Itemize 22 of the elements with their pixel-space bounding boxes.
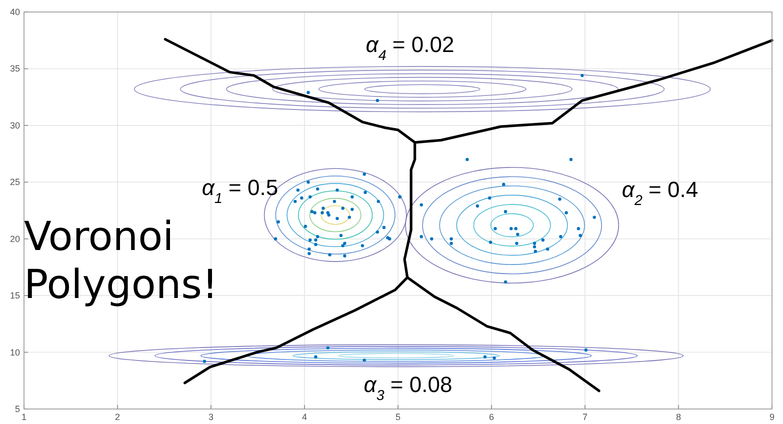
annotation: Voronoi Polygons! [24, 214, 218, 308]
x-tick-label: 3 [208, 412, 214, 422]
y-tick-label: 5 [14, 404, 20, 414]
y-tick-label: 15 [10, 290, 20, 301]
y-tick-label: 25 [10, 177, 20, 188]
x-tick-label: 7 [582, 412, 588, 422]
annotation: α$_{4}$ = 0.02 [366, 32, 454, 64]
x-tick-label: 8 [676, 412, 682, 422]
annotation: α$_{3}$ = 0.08 [364, 372, 452, 404]
y-tick-label: 30 [10, 120, 20, 130]
x-tick-label: 1 [21, 412, 27, 422]
x-tick-label: 4 [302, 412, 308, 422]
y-tick-label: 20 [10, 234, 20, 244]
y-tick-label: 35 [10, 64, 20, 74]
y-tick-label: 40 [10, 7, 20, 17]
x-tick-label: 5 [395, 412, 401, 422]
y-tick-label: 10 [10, 347, 20, 358]
x-tick-label: 9 [769, 412, 775, 422]
x-tick-label: 6 [488, 412, 494, 422]
x-tick-label: 2 [114, 412, 120, 422]
annotation: α$_{2}$ = 0.4 [622, 177, 698, 209]
annotation: α$_{1}$ = 0.5 [202, 175, 278, 207]
